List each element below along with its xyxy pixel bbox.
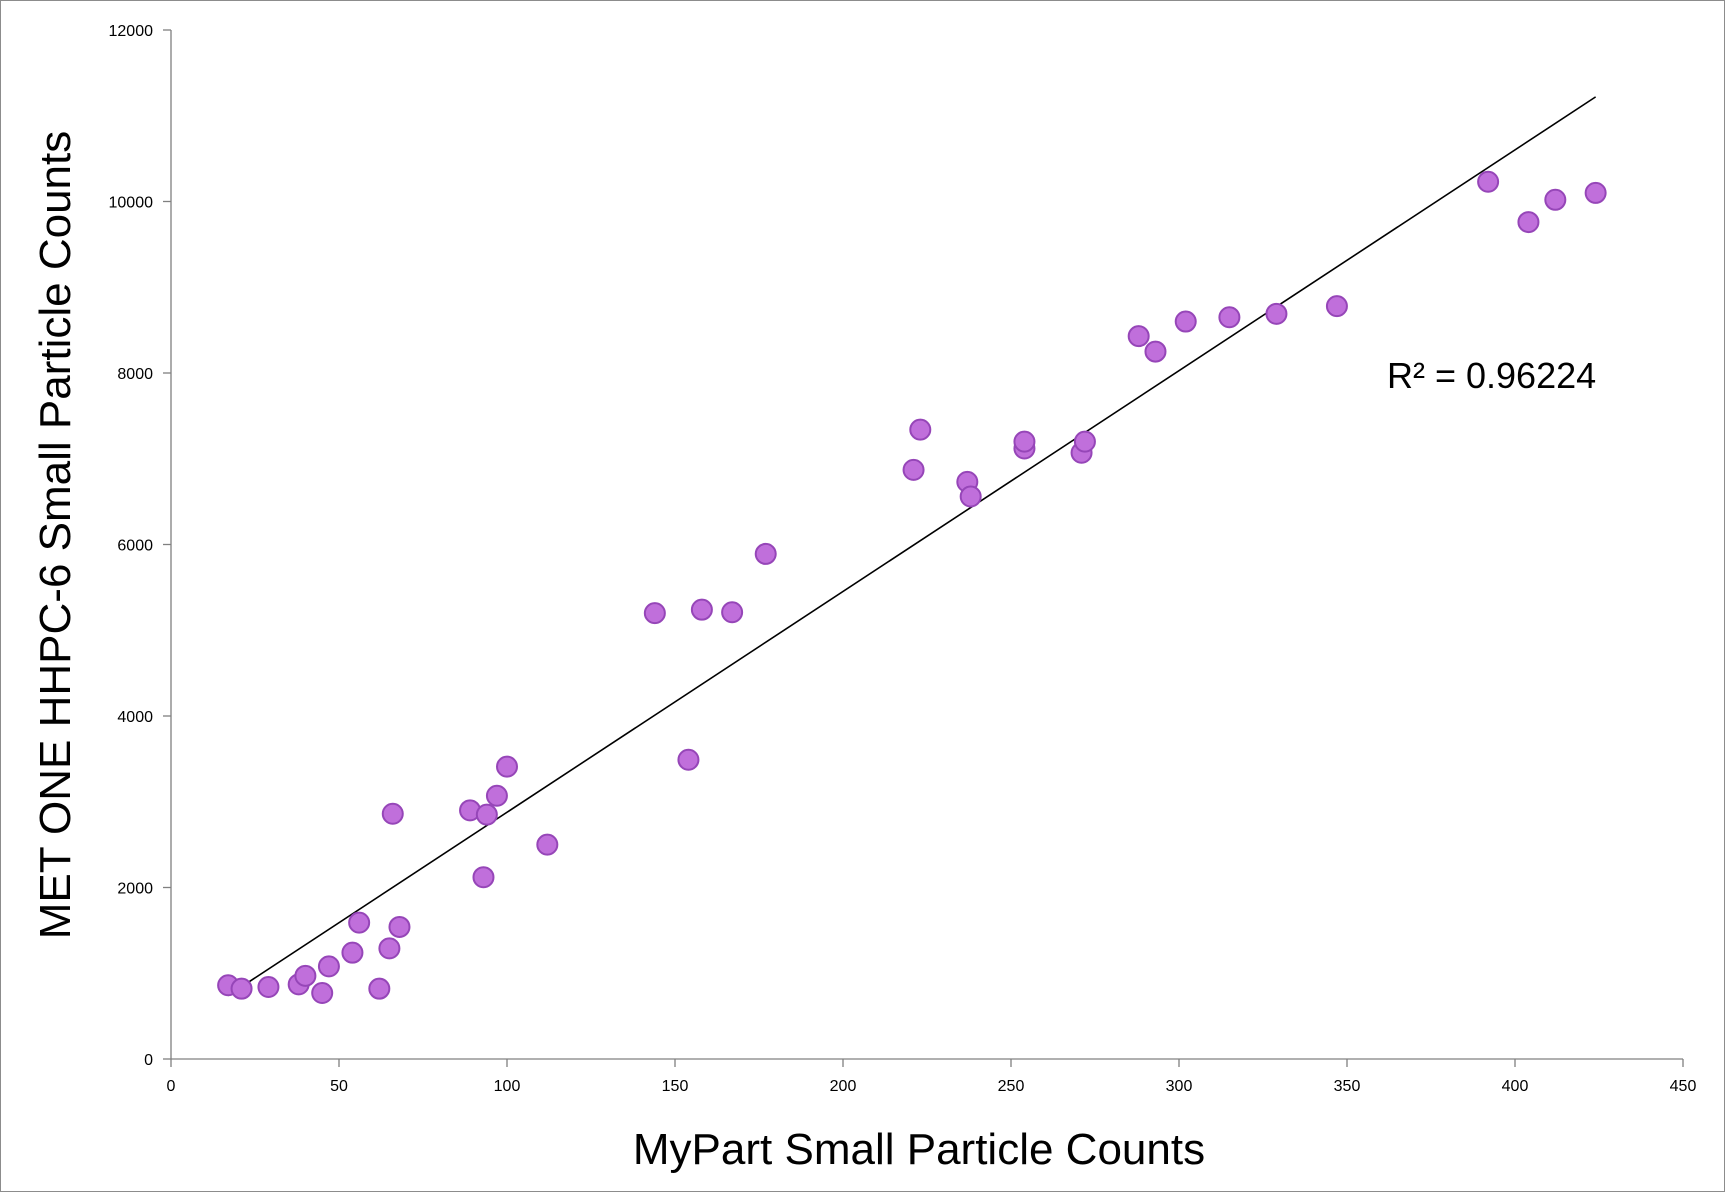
data-point	[496, 755, 518, 778]
data-point	[317, 955, 340, 978]
data-point	[536, 833, 559, 856]
y-tick-label: 8000	[117, 366, 153, 383]
x-tick-label: 350	[1334, 1078, 1361, 1095]
x-tick-label: 150	[662, 1078, 689, 1095]
data-point	[485, 784, 508, 807]
y-axis-title: MET ONE HHPC-6 Small Particle Counts	[31, 131, 80, 940]
data-point	[381, 802, 404, 825]
data-point	[472, 866, 495, 889]
data-point	[230, 977, 253, 1000]
data-point	[1013, 430, 1036, 453]
data-point	[643, 602, 666, 625]
data-point	[959, 485, 982, 508]
data-point	[1325, 295, 1348, 318]
data-point	[721, 601, 744, 624]
data-point	[311, 981, 334, 1004]
data-point	[388, 915, 411, 938]
y-tick-label: 0	[144, 1052, 153, 1069]
data-point	[1073, 430, 1096, 453]
data-point	[1477, 170, 1500, 193]
x-tick-label: 250	[998, 1078, 1025, 1095]
linear-trendline	[227, 96, 1597, 997]
x-tick-label: 300	[1166, 1078, 1193, 1095]
data-point	[475, 803, 498, 826]
data-point	[677, 748, 700, 771]
data-point	[1584, 181, 1607, 204]
data-points	[217, 170, 1607, 1004]
y-tick-label: 6000	[117, 538, 153, 555]
r-squared-annotation: R² = 0.96224	[1387, 355, 1596, 396]
data-point	[378, 937, 401, 960]
data-point	[1174, 310, 1197, 333]
axes: 0 2000 4000 6000 8000 10000 12000 0 50 100 150 200 2…	[109, 23, 1697, 1095]
data-point	[1544, 188, 1567, 211]
data-point	[909, 418, 932, 441]
data-point	[902, 458, 925, 481]
data-point	[754, 542, 777, 565]
y-tick-label: 4000	[117, 709, 153, 726]
data-point	[294, 964, 317, 987]
data-point	[1127, 325, 1150, 348]
data-point	[1265, 302, 1288, 325]
data-point	[348, 911, 371, 934]
x-tick-label: 400	[1502, 1078, 1529, 1095]
x-tick-label: 450	[1670, 1078, 1697, 1095]
x-tick-label: 100	[494, 1078, 521, 1095]
y-tick-label: 12000	[109, 23, 154, 40]
data-point	[341, 941, 364, 964]
data-point	[1144, 340, 1167, 363]
data-point	[690, 598, 713, 621]
x-tick-label: 200	[830, 1078, 857, 1095]
data-point	[1218, 306, 1241, 329]
x-tick-label: 50	[330, 1078, 348, 1095]
data-point	[1517, 211, 1540, 234]
x-tick-label: 0	[167, 1078, 176, 1095]
trendline-layer	[227, 96, 1597, 997]
data-point	[368, 977, 391, 1000]
data-point	[257, 975, 280, 998]
y-tick-label: 10000	[109, 195, 154, 212]
y-tick-label: 2000	[117, 881, 153, 898]
x-axis-title: MyPart Small Particle Counts	[633, 1125, 1205, 1174]
